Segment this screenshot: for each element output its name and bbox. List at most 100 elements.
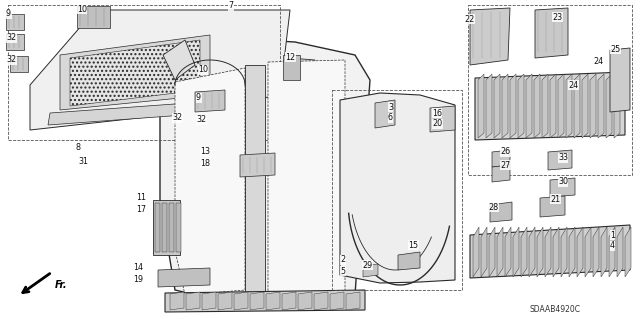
- Text: 32: 32: [196, 115, 206, 124]
- Polygon shape: [513, 227, 519, 277]
- Polygon shape: [601, 227, 607, 277]
- Polygon shape: [346, 292, 360, 310]
- Polygon shape: [545, 227, 551, 277]
- Polygon shape: [250, 292, 264, 310]
- Polygon shape: [526, 74, 532, 138]
- Text: 16: 16: [432, 108, 442, 117]
- Polygon shape: [518, 74, 524, 138]
- Polygon shape: [176, 203, 181, 252]
- Text: 6: 6: [388, 114, 393, 122]
- Polygon shape: [481, 227, 487, 277]
- Polygon shape: [158, 268, 210, 287]
- Text: 20: 20: [432, 120, 442, 129]
- Polygon shape: [6, 34, 24, 50]
- Polygon shape: [314, 292, 328, 310]
- Polygon shape: [614, 74, 620, 138]
- Polygon shape: [170, 292, 184, 310]
- Polygon shape: [535, 8, 568, 58]
- Polygon shape: [165, 290, 365, 312]
- Text: 9: 9: [196, 93, 201, 102]
- Polygon shape: [60, 35, 210, 110]
- Polygon shape: [283, 55, 300, 80]
- Text: 22: 22: [464, 14, 474, 24]
- Polygon shape: [566, 74, 572, 138]
- Text: 9: 9: [6, 10, 11, 19]
- Polygon shape: [288, 58, 315, 200]
- Polygon shape: [617, 227, 623, 277]
- Text: 12: 12: [285, 53, 295, 62]
- Polygon shape: [593, 227, 599, 277]
- Polygon shape: [6, 14, 24, 30]
- Polygon shape: [202, 292, 216, 310]
- Text: 31: 31: [78, 158, 88, 167]
- Polygon shape: [585, 227, 591, 277]
- Polygon shape: [540, 196, 565, 217]
- Polygon shape: [510, 74, 516, 138]
- Polygon shape: [363, 264, 378, 277]
- Polygon shape: [475, 72, 625, 140]
- Polygon shape: [268, 60, 345, 295]
- Text: 17: 17: [136, 204, 146, 213]
- Text: 10: 10: [198, 65, 208, 75]
- Polygon shape: [537, 227, 543, 277]
- Polygon shape: [169, 203, 174, 252]
- Polygon shape: [282, 292, 296, 310]
- Polygon shape: [486, 74, 492, 138]
- Text: 29: 29: [362, 261, 372, 270]
- Text: 19: 19: [133, 275, 143, 284]
- Text: 25: 25: [610, 44, 620, 54]
- Text: 10: 10: [77, 4, 87, 13]
- Polygon shape: [550, 74, 556, 138]
- Polygon shape: [155, 203, 160, 252]
- Polygon shape: [470, 8, 510, 65]
- Polygon shape: [160, 38, 370, 302]
- Polygon shape: [77, 6, 110, 28]
- Text: 30: 30: [558, 177, 568, 187]
- Polygon shape: [577, 227, 583, 277]
- Polygon shape: [492, 165, 510, 182]
- Polygon shape: [430, 106, 455, 132]
- Polygon shape: [330, 292, 344, 310]
- Polygon shape: [548, 150, 572, 170]
- Text: 18: 18: [200, 159, 210, 167]
- Polygon shape: [175, 68, 245, 295]
- Polygon shape: [48, 100, 230, 125]
- Text: 24: 24: [593, 57, 603, 66]
- Text: 32: 32: [6, 56, 16, 64]
- Polygon shape: [478, 74, 484, 138]
- Text: 7: 7: [228, 2, 233, 11]
- Text: 3: 3: [388, 102, 393, 112]
- Polygon shape: [163, 40, 195, 80]
- Text: 33: 33: [558, 153, 568, 162]
- Polygon shape: [590, 74, 596, 138]
- Polygon shape: [553, 227, 559, 277]
- Polygon shape: [162, 203, 167, 252]
- Text: 11: 11: [136, 194, 146, 203]
- Polygon shape: [625, 227, 631, 277]
- Polygon shape: [574, 74, 580, 138]
- Polygon shape: [398, 252, 420, 270]
- Text: 1: 1: [610, 231, 615, 240]
- Polygon shape: [234, 292, 248, 310]
- Polygon shape: [529, 227, 535, 277]
- Polygon shape: [610, 48, 630, 112]
- Polygon shape: [245, 65, 265, 295]
- Text: 28: 28: [488, 203, 498, 211]
- Polygon shape: [186, 292, 200, 310]
- Polygon shape: [609, 227, 615, 277]
- Polygon shape: [561, 227, 567, 277]
- Polygon shape: [550, 178, 575, 197]
- Text: 24: 24: [568, 80, 578, 90]
- Polygon shape: [473, 227, 479, 277]
- Polygon shape: [534, 74, 540, 138]
- Polygon shape: [502, 74, 508, 138]
- Text: 14: 14: [133, 263, 143, 272]
- Text: 26: 26: [500, 147, 510, 157]
- Text: 21: 21: [550, 195, 560, 204]
- Polygon shape: [375, 100, 395, 128]
- Text: 32: 32: [6, 33, 16, 42]
- Text: SDAAB4920C: SDAAB4920C: [529, 306, 580, 315]
- Polygon shape: [598, 74, 604, 138]
- Polygon shape: [582, 74, 588, 138]
- Text: 27: 27: [500, 160, 510, 169]
